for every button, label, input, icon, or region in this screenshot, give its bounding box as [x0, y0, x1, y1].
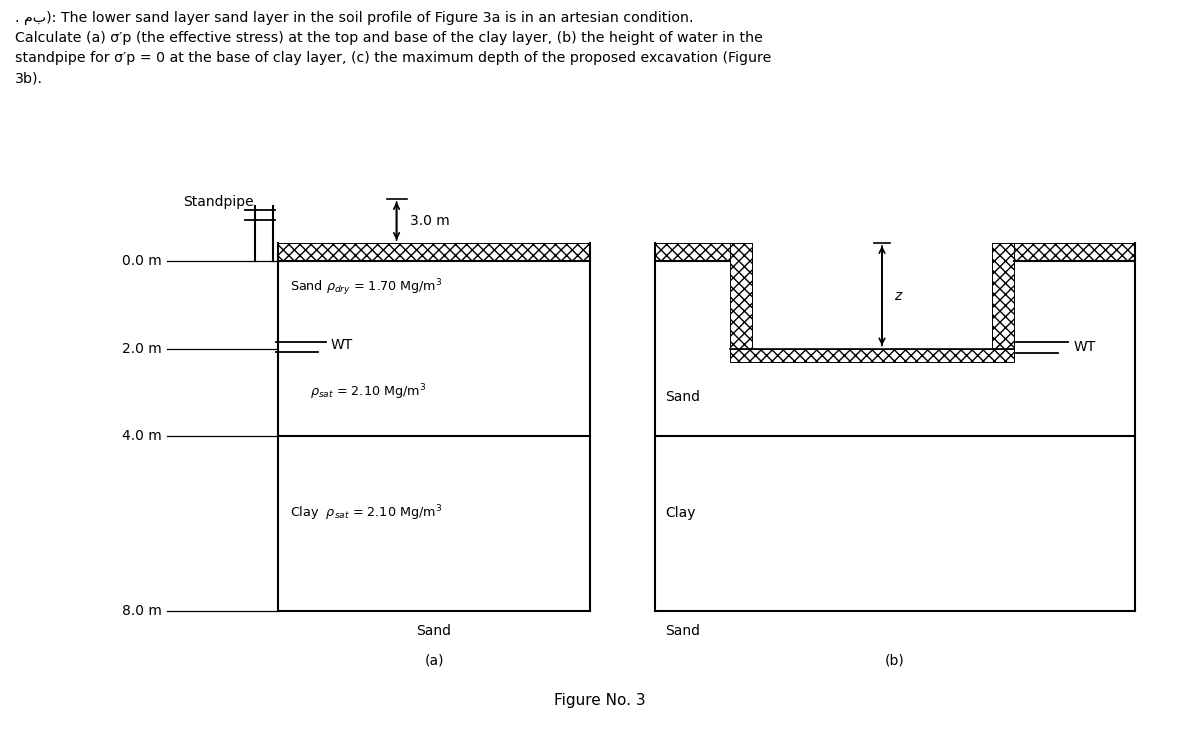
Bar [730, 348, 1014, 362]
Text: Sand: Sand [665, 390, 700, 404]
Text: z: z [894, 289, 901, 303]
Text: $\rho_{sat}$ = 2.10 Mg/m$^3$: $\rho_{sat}$ = 2.10 Mg/m$^3$ [310, 383, 426, 402]
Text: (a): (a) [425, 654, 444, 668]
Bar [730, 243, 752, 348]
Text: Figure No. 3: Figure No. 3 [554, 694, 646, 709]
Text: 2.0 m: 2.0 m [122, 342, 162, 356]
Text: (b): (b) [886, 654, 905, 668]
Text: . مب): The lower sand layer sand layer in the soil profile of Figure 3a is in an: . مب): The lower sand layer sand layer i… [14, 11, 772, 85]
Bar [992, 243, 1135, 261]
Text: 3.0 m: 3.0 m [409, 214, 449, 228]
Text: Clay  $\rho_{sat}$ = 2.10 Mg/m$^3$: Clay $\rho_{sat}$ = 2.10 Mg/m$^3$ [290, 504, 442, 523]
Text: 4.0 m: 4.0 m [122, 429, 162, 443]
Text: Clay: Clay [665, 507, 696, 521]
Text: Sand $\rho_{dry}$ = 1.70 Mg/m$^3$: Sand $\rho_{dry}$ = 1.70 Mg/m$^3$ [290, 278, 443, 298]
Text: 8.0 m: 8.0 m [122, 604, 162, 618]
Text: WT: WT [1074, 339, 1097, 354]
Bar [992, 243, 1014, 348]
Bar [655, 243, 752, 261]
Text: 0.0 m: 0.0 m [122, 254, 162, 268]
Text: Sand: Sand [416, 624, 451, 638]
Bar [278, 243, 590, 261]
Text: Standpipe: Standpipe [182, 195, 253, 209]
Text: WT: WT [331, 337, 353, 351]
Text: Sand: Sand [665, 624, 700, 638]
